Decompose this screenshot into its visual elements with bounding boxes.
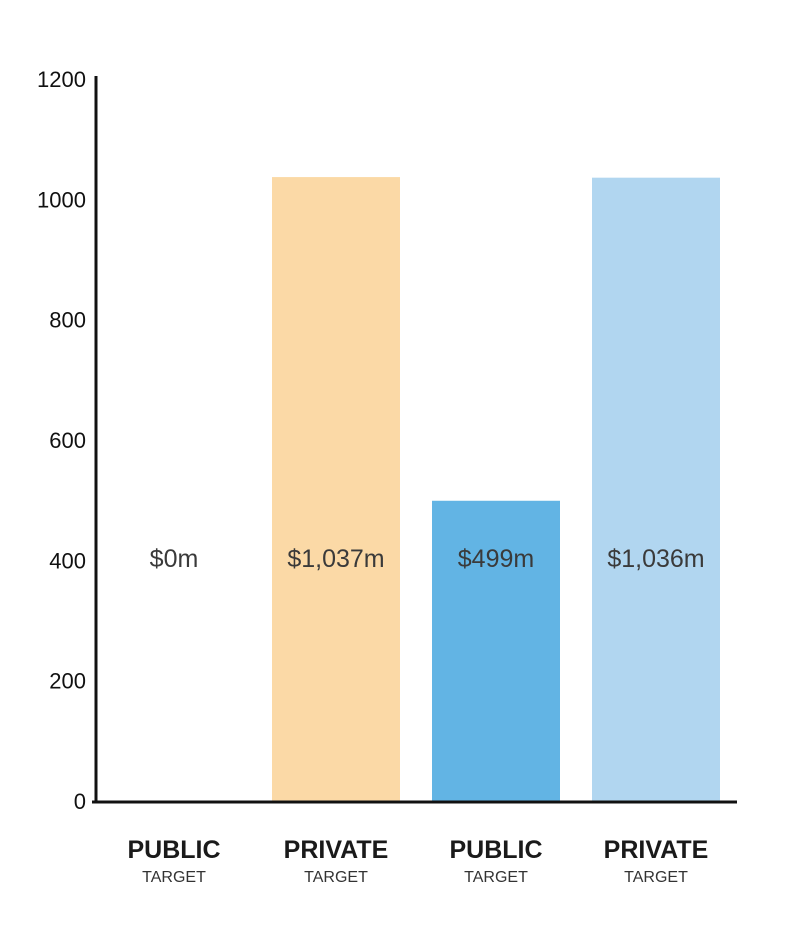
category-label-4: PRIVATE [604, 836, 709, 864]
y-tick-label-400: 400 [49, 548, 86, 573]
y-tick-label-800: 800 [49, 308, 86, 333]
category-sublabel-1: TARGET [142, 869, 206, 886]
y-tick-label-200: 200 [49, 669, 86, 694]
bar-2 [272, 177, 400, 802]
data-label-4: $1,036m [607, 545, 704, 573]
axes-group [92, 76, 737, 804]
category-label-1: PUBLIC [127, 836, 220, 864]
data-label-2: $1,037m [287, 545, 384, 573]
category-labels-group: PUBLIC TARGET PRIVATE TARGET PUBLIC TARGET PRI… [127, 836, 708, 886]
category-sublabel-3: TARGET [464, 869, 528, 886]
bar-4 [592, 177, 720, 801]
y-tick-label-600: 600 [49, 428, 86, 453]
data-label-3: $499m [458, 545, 534, 573]
data-labels-group: $0m $1,037m $499m $1,036m [150, 545, 705, 573]
bars-group [272, 177, 720, 802]
y-ticks-group: 0 200 400 600 800 1000 1200 [37, 67, 86, 814]
y-tick-label-0: 0 [74, 789, 86, 814]
bar-3 [432, 500, 560, 801]
category-label-2: PRIVATE [284, 836, 389, 864]
y-tick-label-1000: 1000 [37, 187, 86, 212]
y-tick-label-1200: 1200 [37, 67, 86, 92]
data-label-1: $0m [150, 545, 199, 573]
category-sublabel-2: TARGET [304, 869, 368, 886]
category-label-3: PUBLIC [449, 836, 542, 864]
category-sublabel-4: TARGET [624, 869, 688, 886]
